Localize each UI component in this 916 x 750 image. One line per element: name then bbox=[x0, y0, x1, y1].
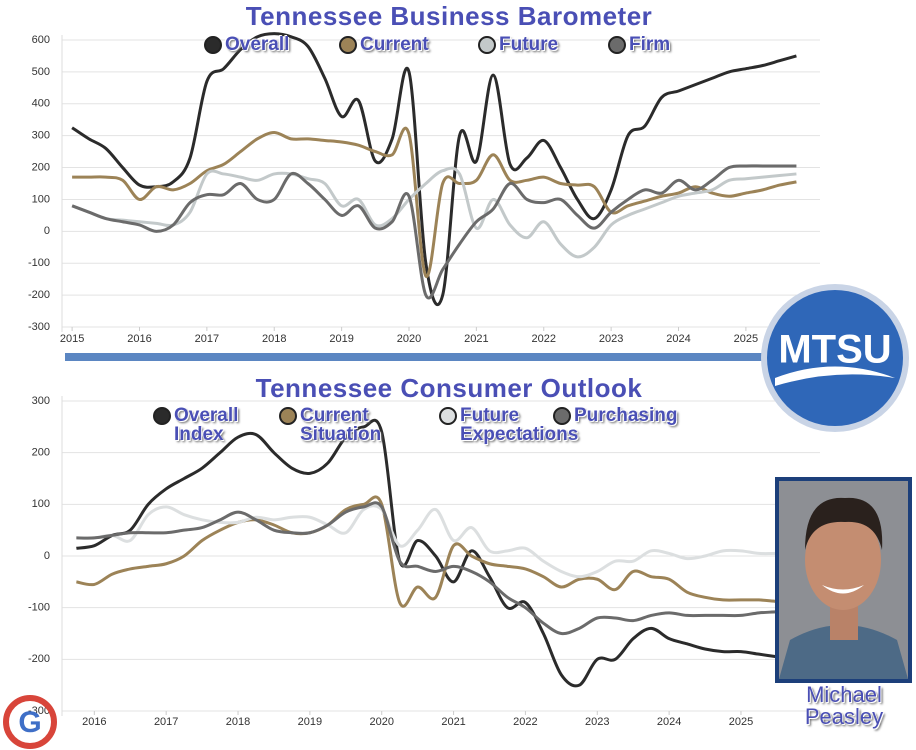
x-tick-label: 2020 bbox=[369, 716, 393, 728]
x-tick-label: 2023 bbox=[585, 716, 609, 728]
photo-caption: Michael Peasley bbox=[804, 682, 884, 729]
y-tick-label: 100 bbox=[32, 193, 50, 205]
x-tick-label: 2016 bbox=[127, 333, 151, 345]
legend-marker bbox=[608, 36, 626, 54]
x-tick-label: 2025 bbox=[734, 333, 758, 345]
y-tick-label: -100 bbox=[28, 257, 50, 269]
y-tick-label: 300 bbox=[32, 130, 50, 142]
x-tick-label: 2017 bbox=[195, 333, 219, 345]
y-tick-label: -300 bbox=[28, 321, 50, 333]
legend-label: Firm bbox=[629, 34, 671, 55]
lines bbox=[76, 418, 796, 688]
x-tick-label: 2025 bbox=[729, 716, 753, 728]
x-tick-label: 2019 bbox=[298, 716, 322, 728]
x-tick-label: 2018 bbox=[262, 333, 286, 345]
x-tick-label: 2015 bbox=[60, 333, 84, 345]
x-tick-label: 2020 bbox=[397, 333, 421, 345]
legend-marker bbox=[279, 407, 297, 425]
series-line bbox=[76, 501, 795, 636]
x-tick-label: 2022 bbox=[513, 716, 537, 728]
legend-label: Overall Index bbox=[174, 405, 239, 445]
y-tick-label: 200 bbox=[32, 161, 50, 173]
legend-marker bbox=[153, 407, 171, 425]
legend-label: Purchasing bbox=[574, 405, 678, 426]
x-tick-label: 2021 bbox=[464, 333, 488, 345]
x-tick-label: 2019 bbox=[329, 333, 353, 345]
series-line bbox=[76, 504, 795, 579]
y-tick-label: -100 bbox=[28, 602, 50, 614]
legend-label: Overall bbox=[225, 34, 290, 55]
legend-label: Current bbox=[360, 34, 429, 55]
legend-marker bbox=[553, 407, 571, 425]
y-tick-label: 600 bbox=[32, 34, 50, 46]
legend-label: Future Expectations bbox=[460, 405, 579, 445]
series-line bbox=[76, 418, 796, 688]
series-line bbox=[72, 126, 797, 278]
legend-label: Future bbox=[499, 34, 559, 55]
lines bbox=[71, 32, 797, 307]
y-tick-label: 0 bbox=[44, 550, 50, 562]
series-line bbox=[76, 495, 795, 608]
series-line bbox=[71, 166, 797, 259]
y-tick-label: -200 bbox=[28, 653, 50, 665]
legend-label: Current Situation bbox=[300, 405, 382, 445]
x-tick-label: 2018 bbox=[226, 716, 250, 728]
separator bbox=[65, 353, 765, 361]
y-tick-label: 300 bbox=[32, 395, 50, 407]
y-tick-label: -200 bbox=[28, 289, 50, 301]
series-line bbox=[71, 32, 797, 307]
x-tick-label: 2024 bbox=[657, 716, 681, 728]
y-tick-label: 100 bbox=[32, 498, 50, 510]
chart-title: Tennessee Business Barometer bbox=[246, 1, 653, 31]
y-tick-label: 0 bbox=[44, 225, 50, 237]
legend-marker bbox=[204, 36, 222, 54]
chart-title: Tennessee Consumer Outlook bbox=[256, 373, 643, 403]
legend-marker bbox=[439, 407, 457, 425]
x-tick-label: 2022 bbox=[532, 333, 556, 345]
x-tick-label: 2024 bbox=[666, 333, 690, 345]
x-tick-label: 2021 bbox=[441, 716, 465, 728]
y-tick-label: -300 bbox=[28, 705, 50, 717]
y-tick-label: 500 bbox=[32, 66, 50, 78]
y-tick-label: 400 bbox=[32, 98, 50, 110]
y-tick-label: 200 bbox=[32, 447, 50, 459]
x-tick-label: 2017 bbox=[154, 716, 178, 728]
x-tick-label: 2023 bbox=[599, 333, 623, 345]
legend-marker bbox=[339, 36, 357, 54]
x-tick-label: 2016 bbox=[82, 716, 106, 728]
legend-marker bbox=[478, 36, 496, 54]
series-line bbox=[71, 164, 797, 300]
